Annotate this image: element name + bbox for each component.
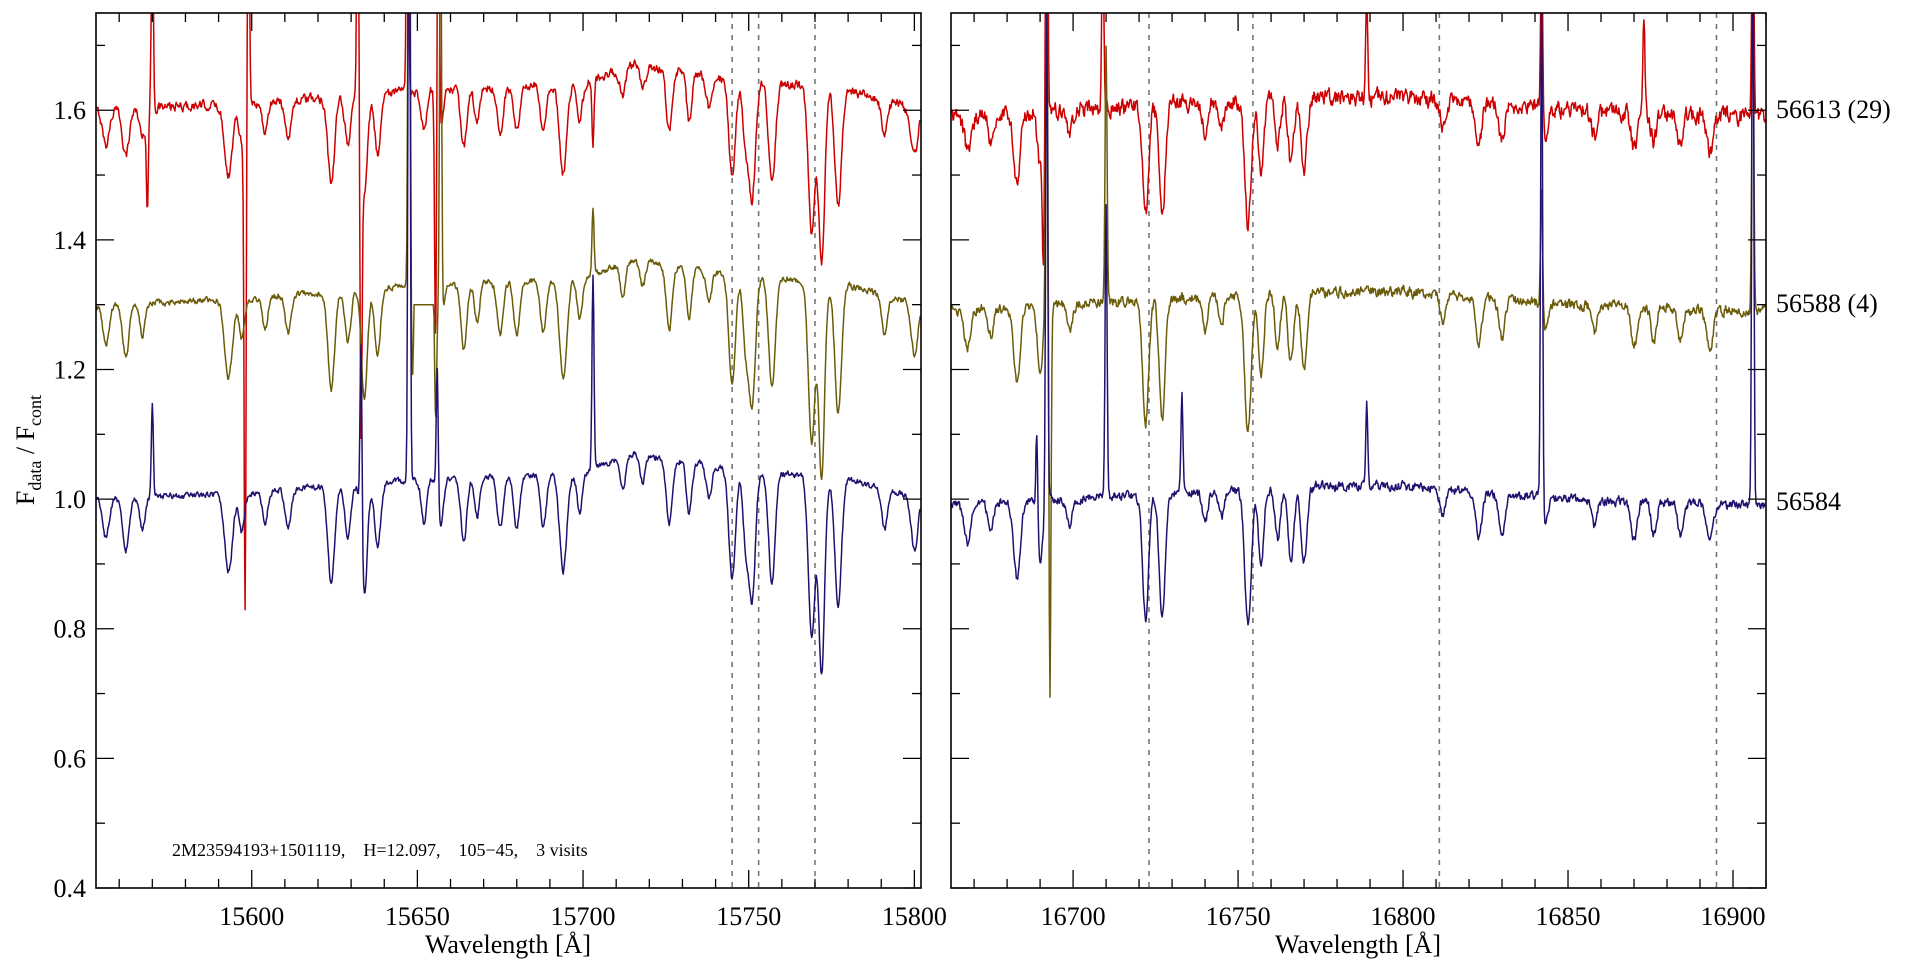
spectra-group (96, 13, 921, 675)
x-tick-label: 15650 (385, 902, 450, 931)
y-axis-label: Fdata / Fcont (11, 395, 45, 505)
series-label-1: 56588 (4) (1776, 289, 1878, 318)
y-tick-label: 0.6 (54, 744, 87, 773)
x-axis-label-left: Wavelength [Å] (425, 930, 591, 959)
x-tick-label: 16850 (1536, 902, 1601, 931)
y-tick-label: 0.8 (54, 615, 87, 644)
plot-frame (950, 12, 1767, 889)
spectra-group (951, 13, 1766, 699)
x-tick-label: 16900 (1701, 902, 1766, 931)
x-tick-label: 16700 (1041, 902, 1106, 931)
x-tick-label: 16750 (1206, 902, 1271, 931)
x-tick-label: 15700 (551, 902, 616, 931)
star-annotation: 2M23594193+1501119, H=12.097, 105−45, 3 … (172, 840, 588, 860)
y-tick-label: 1.2 (54, 355, 87, 384)
y-tick-label: 0.4 (54, 874, 87, 903)
spectrum-56613-panel-1 (951, 13, 1766, 266)
spectrum-56588-panel-0 (96, 13, 921, 481)
x-tick-label: 15600 (219, 902, 284, 931)
series-label-0: 56613 (29) (1776, 95, 1891, 124)
spectrum-56584-panel-0 (96, 13, 921, 675)
spectrum-56613-panel-0 (96, 13, 921, 611)
plot-frame (95, 12, 922, 889)
spectrum-56584-panel-1 (951, 13, 1766, 626)
x-tick-label: 15800 (882, 902, 947, 931)
x-tick-label: 16800 (1371, 902, 1436, 931)
series-label-2: 56584 (1776, 487, 1841, 516)
left-panel: 15600 15650 15700 15750 15800 0.4 0.6 0.8 1.0 1.2… (54, 12, 947, 931)
y-tick-label: 1.4 (54, 226, 87, 255)
right-panel: 16700 16750 16800 16850 16900 (950, 12, 1767, 931)
y-tick-label: 1.6 (54, 96, 87, 125)
spectrum-56588-panel-1 (951, 13, 1766, 699)
y-tick-label: 1.0 (54, 485, 87, 514)
x-tick-label: 15750 (716, 902, 781, 931)
x-axis-label-right: Wavelength [Å] (1275, 930, 1441, 959)
